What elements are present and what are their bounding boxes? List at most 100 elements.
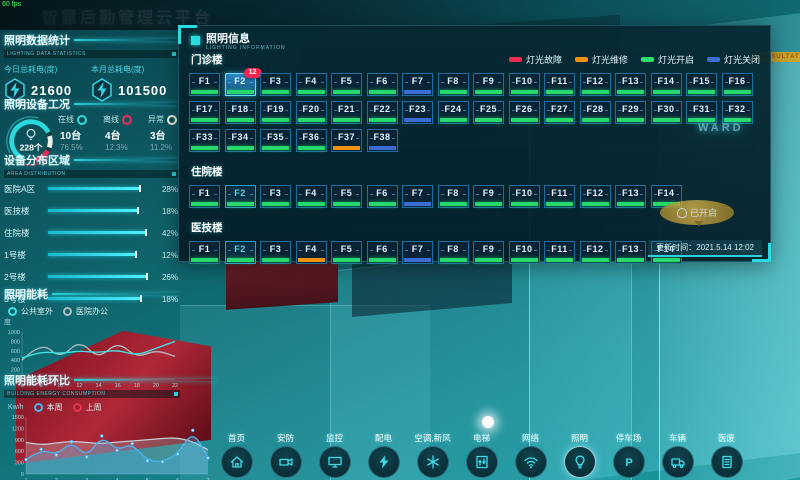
legend-ring-icon [63, 307, 72, 316]
distribution-value: 28% [161, 184, 178, 194]
floor-button-F10[interactable]: F10 [508, 185, 540, 208]
status-bar-on [652, 90, 680, 94]
floor-label: F12 [586, 244, 604, 254]
status-bar-on [262, 118, 289, 122]
floor-button-F12[interactable]: F12 [579, 241, 611, 264]
floor-button-F34[interactable]: F34 [224, 129, 256, 152]
floor-button-F18[interactable]: F18 [224, 101, 256, 124]
floor-button-F3[interactable]: F3 [260, 185, 291, 208]
floor-label: F11 [551, 188, 568, 198]
floor-button-F17[interactable]: F17 [189, 101, 220, 124]
floor-button-F32[interactable]: F32 [721, 101, 753, 124]
floor-button-F7[interactable]: F7 [402, 185, 433, 208]
floor-button-F22[interactable]: F22 [366, 101, 398, 124]
floor-button-F33[interactable]: F33 [189, 129, 220, 152]
floor-button-F21[interactable]: F21 [331, 101, 362, 124]
distribution-bar [48, 295, 156, 302]
status-legend: 灯光故障 灯光维修 灯光开启 灯光关闭 [508, 53, 760, 66]
status-bar-on [475, 118, 502, 122]
floor-button-F13[interactable]: F13 [615, 185, 646, 208]
floor-button-F10[interactable]: F10 [508, 241, 540, 264]
floor-label: F1 [198, 188, 211, 198]
floor-button-F6[interactable]: F6 [366, 73, 398, 96]
distribution-bar-cap [139, 295, 142, 302]
floor-button-F11[interactable]: F11 [544, 73, 575, 96]
floor-button-F1[interactable]: F1 [189, 241, 220, 264]
floor-button-F15[interactable]: F15 [686, 73, 717, 96]
nav-item-fan[interactable]: 空调,新风 [408, 432, 457, 478]
panel-title: 照明设备工况 [4, 99, 70, 111]
floor-label: F7 [411, 76, 424, 86]
nav-item-network[interactable]: 网络 [506, 432, 555, 478]
floor-button-F24[interactable]: F24 [437, 101, 469, 124]
floor-button-F27[interactable]: F27 [544, 101, 575, 124]
floor-button-F29[interactable]: F29 [615, 101, 646, 124]
floor-button-F7[interactable]: F7 [402, 73, 433, 96]
distribution-bar-cap [135, 251, 138, 258]
floor-button-F12[interactable]: F12 [579, 73, 611, 96]
nav-item-circle: P [612, 446, 645, 478]
floor-button-F12[interactable]: F12 [579, 185, 611, 208]
floor-button-F8[interactable]: F8 [437, 185, 469, 208]
nav-item-bolt[interactable]: 配电 [359, 432, 408, 478]
distribution-bar-fill [48, 231, 146, 234]
distribution-bar-fill [48, 187, 139, 190]
nav-item-label: 监控 [325, 433, 343, 443]
floor-label: F4 [305, 244, 317, 254]
floor-button-F13[interactable]: F13 [615, 73, 646, 96]
nav-item-monitor[interactable]: 监控 [310, 432, 359, 478]
nav-item-elevator[interactable]: 电梯 [457, 432, 506, 478]
floor-button-F5[interactable]: F5 [331, 241, 362, 264]
floor-button-F5[interactable]: F5 [331, 73, 362, 96]
floor-button-F5[interactable]: F5 [331, 185, 362, 208]
floor-button-F9[interactable]: F9 [473, 185, 504, 208]
floor-button-F11[interactable]: F11 [544, 241, 575, 264]
nav-item-home[interactable]: 首页 [212, 432, 261, 478]
floor-button-F4[interactable]: F4 [295, 241, 327, 264]
floor-button-F30[interactable]: F30 [650, 101, 682, 124]
floor-button-F38[interactable]: F38 [366, 129, 398, 152]
legend-item: 医院办公 [63, 306, 108, 317]
floor-button-F2[interactable]: F2 [224, 185, 256, 208]
floor-button-F19[interactable]: F19 [260, 101, 291, 124]
floor-button-F16[interactable]: F16 [721, 73, 753, 96]
floor-button-F8[interactable]: F8 [437, 241, 469, 264]
floor-button-F31[interactable]: F31 [686, 101, 717, 124]
floor-button-F14[interactable]: F14 [650, 241, 682, 264]
floor-button-F28[interactable]: F28 [579, 101, 611, 124]
floor-button-F1[interactable]: F1 [189, 73, 220, 96]
lighting-info-modal: 照明信息 LIGHTING INFORMATION 灯光故障 灯光维修 灯光开启 灯光… [178, 25, 771, 264]
nav-item-truck[interactable]: 车辆 [653, 432, 702, 478]
fps-counter: 60 fps [2, 1, 22, 8]
floor-button-F10[interactable]: F10 [508, 73, 540, 96]
floor-button-F14[interactable]: F14 [650, 73, 682, 96]
floor-button-F9[interactable]: F9 [473, 73, 504, 96]
floor-button-F1[interactable]: F1 [189, 185, 220, 208]
floor-button-F3[interactable]: F3 [260, 73, 291, 96]
floor-button-F8[interactable]: F8 [437, 73, 469, 96]
floor-button-F2[interactable]: F2 [224, 241, 256, 264]
floor-button-F13[interactable]: F13 [615, 241, 646, 264]
floor-button-F9[interactable]: F9 [473, 241, 504, 264]
floor-button-F35[interactable]: F35 [260, 129, 291, 152]
floor-button-F6[interactable]: F6 [366, 241, 398, 264]
nav-item-camera[interactable]: 安防 [261, 432, 310, 478]
floor-button-F4[interactable]: F4 [295, 185, 327, 208]
floor-button-F37[interactable]: F37 [331, 129, 362, 152]
floor-button-F20[interactable]: F20 [295, 101, 327, 124]
floor-button-F7[interactable]: F7 [402, 241, 433, 264]
nav-item-parking[interactable]: 停车场 P [604, 432, 653, 478]
floor-button-F26[interactable]: F26 [508, 101, 540, 124]
floor-button-F23[interactable]: F23 [402, 101, 433, 124]
floor-button-F25[interactable]: F25 [473, 101, 504, 124]
floor-button-F6[interactable]: F6 [366, 185, 398, 208]
floor-button-F2[interactable]: F2 12 [224, 68, 262, 96]
nav-item-bulb[interactable]: 照明 [555, 432, 604, 478]
floor-button-F4[interactable]: F4 [295, 73, 327, 96]
panel-title: 照明能耗环比 [4, 375, 70, 387]
floor-button-F11[interactable]: F11 [544, 185, 575, 208]
nav-item-list[interactable]: 医废 [702, 432, 751, 478]
floor-button-F3[interactable]: F3 [260, 241, 291, 264]
svg-text:300: 300 [15, 461, 24, 467]
floor-button-F36[interactable]: F36 [295, 129, 327, 152]
